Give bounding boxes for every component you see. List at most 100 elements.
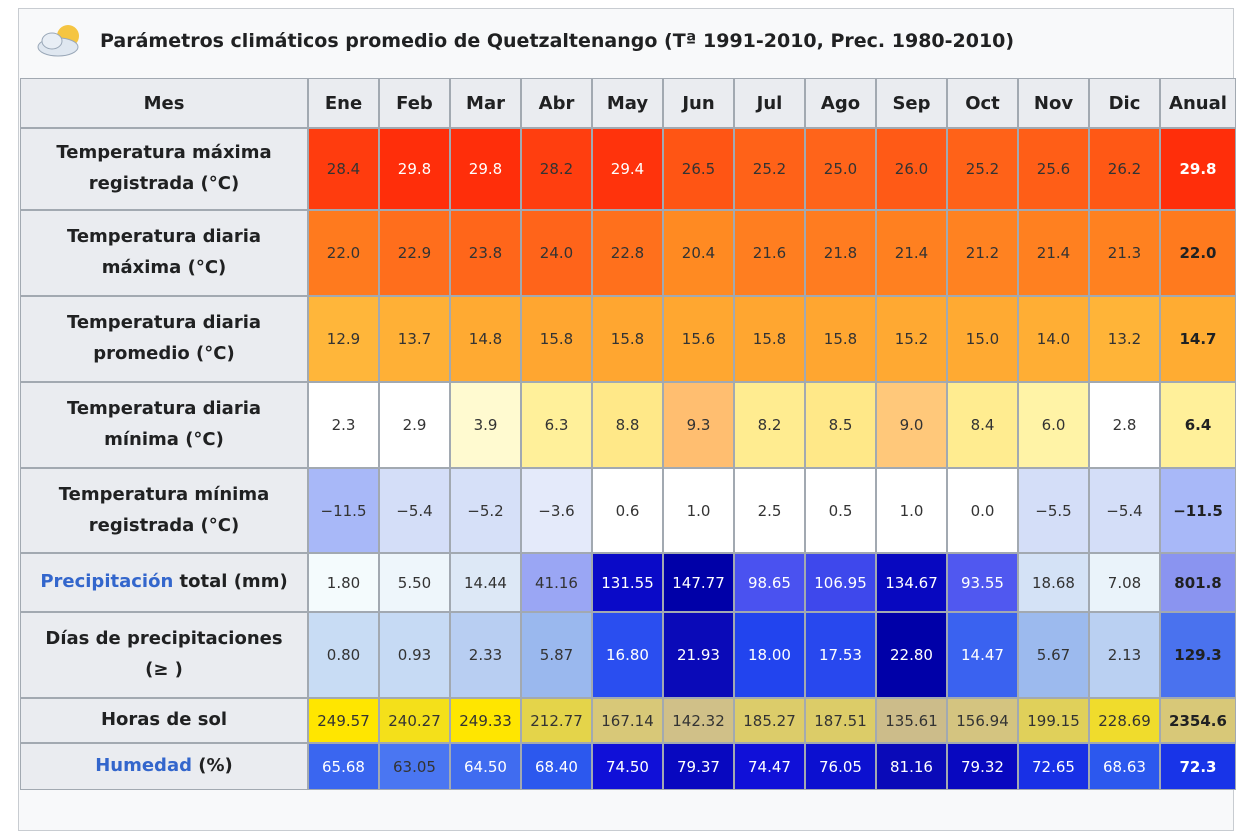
data-cell: 74.47 [734,743,805,790]
data-cell: 131.55 [592,553,663,612]
data-cell: 2.33 [450,612,521,698]
data-cell: −5.5 [1018,468,1089,553]
data-cell: 13.7 [379,296,450,382]
data-cell: 26.5 [663,128,734,210]
data-cell: 15.8 [592,296,663,382]
data-cell: 187.51 [805,698,876,743]
data-cell: 5.67 [1018,612,1089,698]
row-label-text: total (mm) [179,571,288,593]
data-cell: 134.67 [876,553,947,612]
data-cell: 29.8 [379,128,450,210]
column-header: Oct [947,78,1018,128]
column-header: Feb [379,78,450,128]
data-cell: 18.68 [1018,553,1089,612]
data-cell: 24.0 [521,210,592,296]
weather-icon [37,25,79,57]
data-cell: 142.32 [663,698,734,743]
data-cell: 0.6 [592,468,663,553]
data-cell: 0.0 [947,468,1018,553]
column-header: Dic [1089,78,1160,128]
data-cell: 12.9 [308,296,379,382]
annual-cell: 2354.6 [1160,698,1236,743]
data-cell: 15.8 [805,296,876,382]
data-cell: 1.0 [876,468,947,553]
data-cell: 6.3 [521,382,592,468]
data-cell: 2.13 [1089,612,1160,698]
column-header: Jul [734,78,805,128]
data-cell: 81.16 [876,743,947,790]
data-cell: 28.4 [308,128,379,210]
data-cell: −3.6 [521,468,592,553]
data-cell: 135.61 [876,698,947,743]
column-header: Jun [663,78,734,128]
data-cell: 8.2 [734,382,805,468]
row-label: Temperatura diaria promedio (°C) [20,296,308,382]
data-cell: 9.0 [876,382,947,468]
data-cell: 25.2 [734,128,805,210]
data-cell: 74.50 [592,743,663,790]
row-label: Humedad (%) [20,743,308,790]
data-cell: 1.0 [663,468,734,553]
annual-cell: 129.3 [1160,612,1236,698]
annual-cell: 6.4 [1160,382,1236,468]
data-cell: 249.57 [308,698,379,743]
data-cell: 5.50 [379,553,450,612]
data-cell: 0.5 [805,468,876,553]
data-cell: 76.05 [805,743,876,790]
data-cell: 79.37 [663,743,734,790]
data-cell: 29.4 [592,128,663,210]
data-cell: 15.8 [521,296,592,382]
data-cell: 13.2 [1089,296,1160,382]
column-header: Ene [308,78,379,128]
data-cell: −11.5 [308,468,379,553]
data-cell: 98.65 [734,553,805,612]
data-cell: 22.80 [876,612,947,698]
column-header: May [592,78,663,128]
data-cell: 23.8 [450,210,521,296]
data-cell: 156.94 [947,698,1018,743]
data-cell: 63.05 [379,743,450,790]
data-cell: 22.9 [379,210,450,296]
data-cell: 8.8 [592,382,663,468]
row-label: Precipitación total (mm) [20,553,308,612]
data-cell: 18.00 [734,612,805,698]
data-cell: 15.2 [876,296,947,382]
column-header: Mar [450,78,521,128]
data-cell: 1.80 [308,553,379,612]
data-cell: 15.6 [663,296,734,382]
data-cell: 22.8 [592,210,663,296]
data-cell: 28.2 [521,128,592,210]
data-cell: 0.80 [308,612,379,698]
annual-cell: 22.0 [1160,210,1236,296]
data-cell: 72.65 [1018,743,1089,790]
annual-cell: −11.5 [1160,468,1236,553]
data-cell: 22.0 [308,210,379,296]
data-cell: −5.2 [450,468,521,553]
data-cell: 199.15 [1018,698,1089,743]
data-cell: 0.93 [379,612,450,698]
column-header: Sep [876,78,947,128]
data-cell: 14.0 [1018,296,1089,382]
data-cell: 147.77 [663,553,734,612]
data-cell: 65.68 [308,743,379,790]
data-cell: 15.0 [947,296,1018,382]
row-label-link[interactable]: Precipitación [40,571,174,593]
data-cell: 21.93 [663,612,734,698]
column-header: Nov [1018,78,1089,128]
data-cell: 26.0 [876,128,947,210]
data-cell: 93.55 [947,553,1018,612]
row-label-link[interactable]: Humedad [95,755,192,777]
data-cell: 6.0 [1018,382,1089,468]
data-cell: 240.27 [379,698,450,743]
data-cell: 228.69 [1089,698,1160,743]
data-cell: 2.5 [734,468,805,553]
annual-cell: 14.7 [1160,296,1236,382]
data-cell: 21.8 [805,210,876,296]
row-label: Temperatura diaria máxima (°C) [20,210,308,296]
corner-header: Mes [20,78,308,128]
data-cell: 14.44 [450,553,521,612]
data-cell: 2.9 [379,382,450,468]
data-cell: 3.9 [450,382,521,468]
data-cell: −5.4 [1089,468,1160,553]
data-cell: 25.2 [947,128,1018,210]
